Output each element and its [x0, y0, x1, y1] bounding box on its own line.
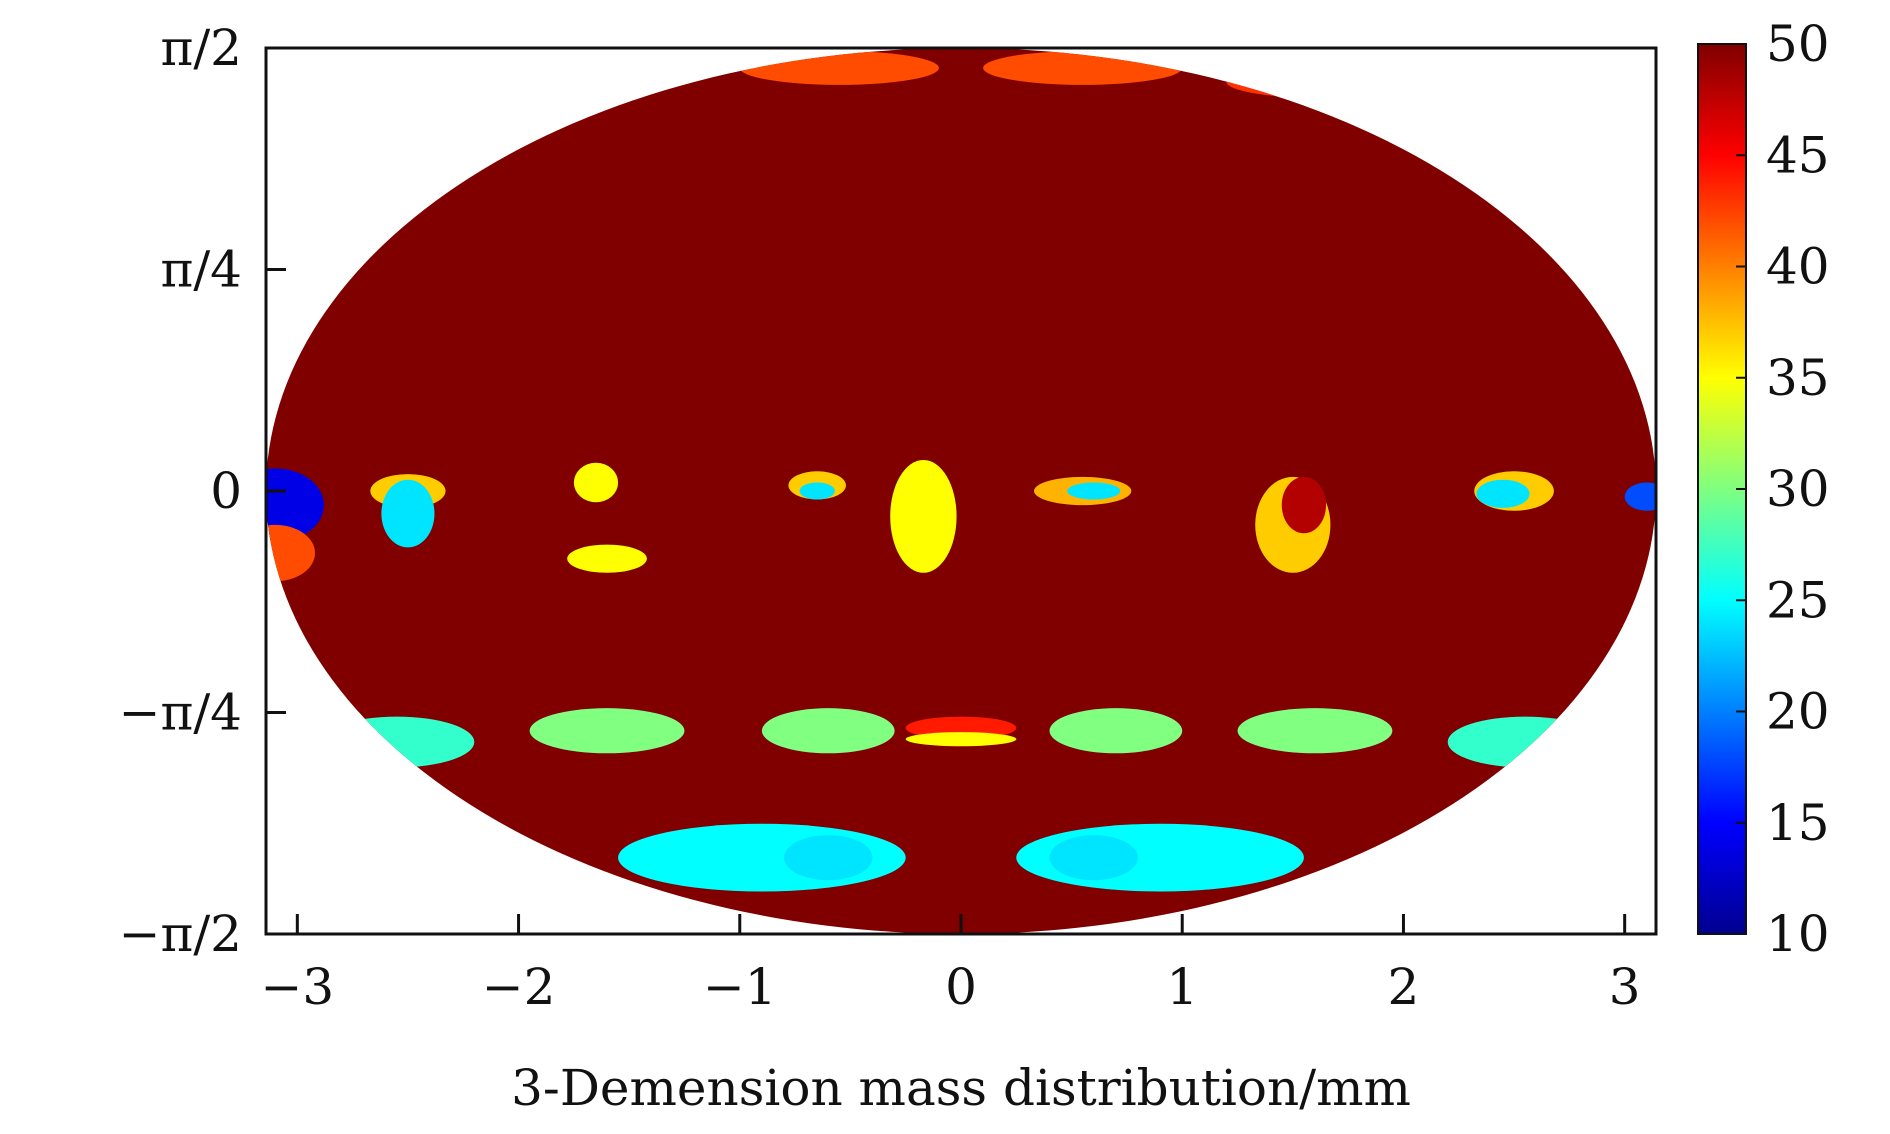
- y-tick-label: π/4: [160, 241, 242, 299]
- heatmap-region: [1281, 476, 1327, 534]
- y-tick-label: 0: [210, 462, 242, 520]
- heatmap-region: [297, 51, 696, 91]
- x-tick-label: 1: [1166, 958, 1198, 1016]
- y-tick-label: −π/2: [119, 905, 242, 963]
- heatmap-region: [1049, 708, 1183, 754]
- heatmap-region: [739, 51, 939, 85]
- colorbar-tick-label: 45: [1766, 126, 1830, 184]
- x-axis: −3 −2 −1 0 1 2 3: [260, 914, 1641, 1016]
- heatmap-region: [1476, 479, 1530, 508]
- heatmap-region: [905, 732, 1017, 747]
- heatmap-region: [1226, 65, 1448, 99]
- heatmap-region: [266, 468, 324, 542]
- y-tick-label: π/2: [160, 19, 242, 77]
- heatmap-background: [266, 48, 1656, 934]
- colorbar-tick-label: 20: [1766, 683, 1830, 741]
- heatmap-region: [784, 835, 873, 881]
- x-tick-label: 0: [945, 958, 977, 1016]
- x-tick-label: −1: [703, 958, 777, 1016]
- x-tick-label: −3: [260, 958, 334, 1016]
- colorbar-tick-label: 15: [1766, 794, 1830, 852]
- heatmap-region: [1624, 482, 1656, 511]
- colorbar-tick-label: 10: [1766, 905, 1830, 963]
- x-tick-label: 3: [1609, 958, 1641, 1016]
- y-tick-label: −π/4: [119, 684, 242, 742]
- colorbar-tick-label: 35: [1766, 349, 1830, 407]
- colorbar-tick-label: 50: [1766, 15, 1830, 73]
- heatmap-region: [1237, 708, 1393, 754]
- heatmap-region: [1049, 835, 1138, 881]
- heatmap-region: [799, 482, 835, 500]
- colorbar-axis: 50 45 40 35 30 25 20 15 10: [1736, 15, 1830, 963]
- y-axis: π/2 π/4 0 −π/4 −π/2: [119, 19, 286, 963]
- heatmap-region: [1067, 482, 1121, 500]
- heatmap-region: [529, 708, 685, 754]
- heatmap-region: [983, 51, 1183, 85]
- heatmap-region: [1447, 716, 1603, 768]
- heatmap-region: [319, 716, 475, 768]
- heatmap-region: [266, 524, 316, 582]
- x-axis-label: 3-Demension mass distribution/mm: [511, 1059, 1411, 1117]
- heatmap-region: [567, 544, 647, 573]
- colorbar-tick-label: 40: [1766, 238, 1830, 296]
- colorbar-tick-label: 25: [1766, 571, 1830, 629]
- heatmap-region: [890, 459, 957, 573]
- heatmap-region: [573, 462, 619, 503]
- x-tick-label: −2: [482, 958, 556, 1016]
- heatmap-region: [381, 479, 435, 548]
- x-tick-label: 2: [1388, 958, 1420, 1016]
- heatmap-region: [761, 708, 895, 754]
- heatmap-layer: [266, 48, 1656, 934]
- colorbar-tick-label: 30: [1766, 460, 1830, 518]
